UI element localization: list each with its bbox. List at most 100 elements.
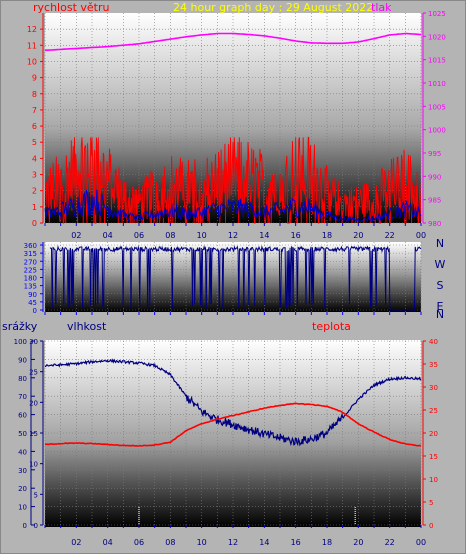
y-tick-label: 5 (32, 138, 37, 147)
y-tick-label: 30 (18, 467, 27, 475)
y-tick-label: 995 (428, 150, 441, 158)
y-tick-label: 990 (428, 173, 441, 181)
y-tick-label: 40 (18, 448, 27, 456)
x-tick-label: 00 (416, 538, 426, 547)
y-tick-label: 10 (429, 476, 438, 484)
y-tick-label: 10 (18, 504, 27, 512)
y-tick-label: 90 (28, 291, 37, 299)
x-tick-label: 18 (322, 538, 332, 547)
compass-label: W (435, 258, 446, 271)
compass-label: N (436, 237, 444, 250)
y-tick-label: 30 (29, 338, 38, 346)
pressure-label: tlak (371, 1, 392, 14)
x-tick-label: 06 (134, 231, 144, 240)
humidity-label: vlhkost (67, 320, 107, 333)
x-tick-label: 20 (353, 231, 363, 240)
x-tick-label: 16 (291, 231, 301, 240)
gust-series-line (44, 136, 422, 224)
y-tick-label: 15 (29, 430, 38, 438)
humidity-series-line (44, 358, 422, 447)
y-tick-label: 10 (27, 57, 37, 66)
x-tick-label: 10 (197, 538, 207, 547)
x-tick-label: 02 (71, 231, 81, 240)
x-tick-label: 10 (197, 231, 207, 240)
y-tick-label: 8 (32, 90, 37, 99)
y-tick-label: 180 (24, 275, 37, 283)
y-tick-label: 15 (429, 453, 438, 461)
y-tick-label: 1020 (428, 33, 446, 41)
y-tick-label: 7 (32, 106, 37, 115)
y-tick-label: 25 (429, 407, 438, 415)
y-tick-label: 5 (34, 491, 38, 499)
y-tick-label: 45 (28, 299, 37, 307)
compass-label: E (437, 300, 444, 313)
y-tick-label: 1000 (428, 127, 446, 135)
y-tick-label: 0 (32, 219, 37, 228)
x-tick-label: 04 (103, 538, 113, 547)
y-tick-label: 12 (27, 25, 37, 34)
x-tick-label: 06 (134, 538, 144, 547)
x-tick-label: 22 (385, 538, 395, 547)
temperature-label: teplota (312, 320, 351, 333)
y-tick-label: 315 (24, 250, 37, 258)
y-tick-label: 4 (32, 154, 37, 163)
x-tick-label: 00 (416, 231, 426, 240)
wind-speed-label: rychlost větru (33, 1, 109, 14)
y-tick-label: 11 (27, 41, 37, 50)
y-tick-label: 225 (24, 266, 37, 274)
y-tick-label: 985 (428, 197, 441, 205)
y-tick-label: 35 (429, 361, 438, 369)
y-tick-label: 5 (429, 499, 433, 507)
y-tick-label: 20 (29, 399, 38, 407)
y-tick-label: 0 (429, 522, 433, 530)
compass-label: N (436, 308, 444, 321)
x-tick-label: 20 (353, 538, 363, 547)
x-tick-label: 12 (228, 538, 238, 547)
y-tick-label: 0 (33, 307, 37, 315)
x-tick-label: 14 (259, 538, 269, 547)
y-tick-label: 50 (18, 430, 27, 438)
y-tick-label: 1005 (428, 103, 446, 111)
y-tick-label: 90 (18, 356, 27, 364)
y-tick-label: 100 (14, 338, 27, 346)
y-tick-label: 80 (18, 375, 27, 383)
y-tick-label: 10 (29, 461, 38, 469)
y-tick-label: 6 (32, 122, 37, 131)
y-tick-label: 3 (32, 171, 37, 180)
y-tick-label: 360 (24, 242, 37, 250)
y-tick-label: 40 (429, 338, 438, 346)
y-tick-label: 9 (32, 74, 37, 83)
temperature-series-line (44, 402, 422, 447)
x-tick-label: 02 (71, 538, 81, 547)
x-tick-label: 18 (322, 231, 332, 240)
x-tick-label: 14 (259, 231, 269, 240)
compass-label: S (437, 279, 444, 292)
y-tick-label: 270 (24, 258, 37, 266)
rain-label: srážky (2, 320, 38, 333)
y-tick-label: 20 (429, 430, 438, 438)
chart-title: 24 hour graph day : 29 August 2022 (173, 1, 373, 14)
y-tick-label: 0 (34, 522, 38, 530)
x-tick-label: 08 (165, 538, 175, 547)
x-tick-label: 04 (103, 231, 113, 240)
y-tick-label: 30 (429, 384, 438, 392)
y-tick-label: 1 (32, 203, 37, 212)
pressure-series-line (44, 32, 422, 52)
data-series (44, 32, 422, 525)
avg-wind-series-line (44, 189, 422, 223)
y-tick-label: 980 (428, 220, 441, 228)
y-tick-label: 1015 (428, 57, 446, 65)
y-tick-label: 60 (18, 412, 27, 420)
y-tick-label: 0 (23, 522, 27, 530)
y-tick-label: 1010 (428, 80, 446, 88)
wind-direction-series-line (49, 245, 422, 311)
direction-plot-area (45, 242, 421, 312)
x-tick-label: 08 (165, 231, 175, 240)
y-tick-label: 135 (24, 283, 37, 291)
y-tick-label: 20 (18, 485, 27, 493)
x-tick-label: 22 (385, 231, 395, 240)
y-tick-label: 1025 (428, 10, 446, 18)
y-tick-label: 25 (29, 369, 38, 377)
